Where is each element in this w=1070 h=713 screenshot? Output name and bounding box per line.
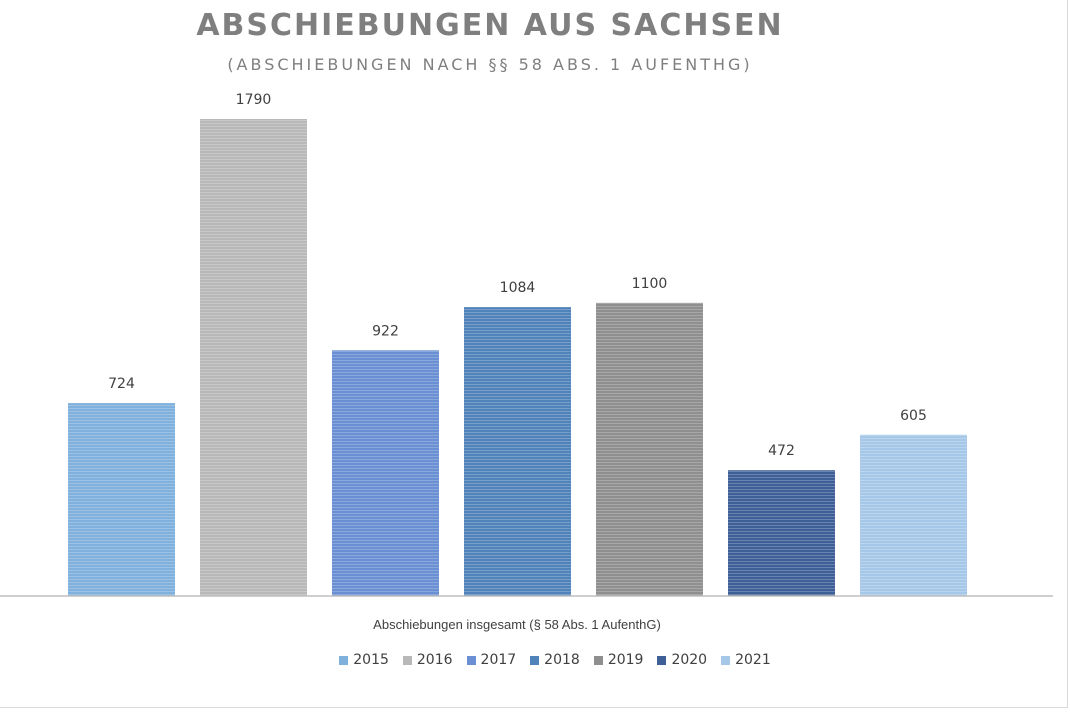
legend-swatch-2017 <box>466 655 476 665</box>
legend-label-2017: 2017 <box>480 652 517 668</box>
legend: 2015 2016 2017 2018 2019 2020 2021 <box>0 652 1070 668</box>
bars-group: 724 1790 922 1084 1100 472 605 <box>68 92 967 596</box>
legend-swatch-2020 <box>657 655 667 665</box>
legend-swatch-2019 <box>593 655 603 665</box>
legend-item-2020: 2020 <box>657 652 707 668</box>
chart-subtitle: (ABSCHIEBUNGEN NACH §§ 58 ABS. 1 AUFENTH… <box>227 55 753 74</box>
chart-title: ABSCHIEBUNGEN AUS SACHSEN <box>196 8 784 43</box>
bar-texture-2019 <box>596 302 703 596</box>
legend-item-2019: 2019 <box>593 652 644 668</box>
legend-label-2020: 2020 <box>671 652 708 668</box>
bar-texture-2020 <box>728 470 835 596</box>
data-label-2021: 605 <box>900 408 927 424</box>
legend-label-2019: 2019 <box>607 652 644 668</box>
legend-swatch-2015 <box>339 655 349 665</box>
legend-swatch-2021 <box>721 655 731 665</box>
legend-item-2017: 2017 <box>466 652 517 668</box>
legend-label-2018: 2018 <box>544 652 580 668</box>
data-label-2016: 1790 <box>236 92 272 108</box>
legend-item-2021: 2021 <box>721 652 771 668</box>
data-label-2019: 1100 <box>632 276 668 292</box>
bar-texture-2021 <box>860 434 967 596</box>
bar-texture-2016 <box>200 119 307 596</box>
legend-label-2016: 2016 <box>416 652 453 668</box>
data-label-2015: 724 <box>108 376 135 392</box>
x-category-label: Abschiebungen insgesamt (§ 58 Abs. 1 Auf… <box>373 617 661 632</box>
legend-item-2015: 2015 <box>339 652 389 668</box>
legend-item-2016: 2016 <box>402 652 453 668</box>
bar-texture-2018 <box>464 307 571 596</box>
legend-swatch-2018 <box>530 655 540 665</box>
data-label-2020: 472 <box>768 443 795 459</box>
legend-label-2021: 2021 <box>735 652 771 668</box>
bar-texture-2015 <box>68 403 175 596</box>
bar-texture-2017 <box>332 350 439 596</box>
legend-item-2018: 2018 <box>530 652 580 668</box>
legend-swatch-2016 <box>402 655 412 665</box>
data-label-2018: 1084 <box>500 280 536 296</box>
legend-label-2015: 2015 <box>353 652 389 668</box>
data-label-2017: 922 <box>372 323 399 339</box>
